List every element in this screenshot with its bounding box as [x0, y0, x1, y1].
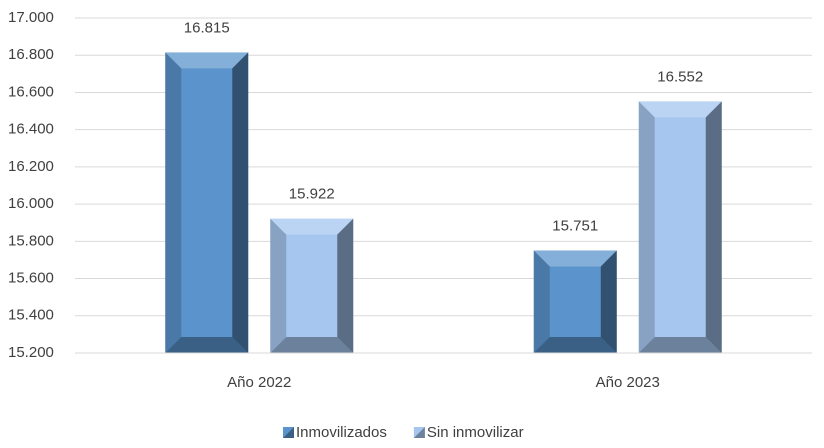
y-tick-label: 15.400 [8, 307, 54, 324]
bar-bevel [337, 218, 354, 353]
y-tick-label: 16.600 [8, 83, 54, 100]
y-tick-label: 15.200 [8, 344, 54, 361]
y-tick-label: 15.600 [8, 270, 54, 287]
legend-swatch [413, 427, 425, 438]
y-tick-label: 16.800 [8, 46, 54, 63]
bar [533, 250, 617, 353]
bar-bevel [270, 218, 354, 235]
legend-swatch [283, 427, 294, 438]
bar-bevel [165, 52, 249, 69]
bar [638, 101, 722, 353]
bar-bevel [600, 250, 617, 353]
value-label: 16.552 [657, 68, 703, 85]
bar-bevel [165, 52, 182, 354]
legend-label: Sin inmovilizar [427, 424, 524, 441]
value-label: 15.922 [289, 186, 335, 203]
bar-bevel [533, 337, 617, 353]
value-label: 16.815 [184, 19, 230, 36]
bar [270, 218, 354, 353]
legend-swatch-shade [283, 427, 294, 438]
y-tick-label: 15.800 [8, 232, 54, 249]
y-tick-label: 16.400 [8, 121, 54, 138]
bar-bevel [638, 101, 722, 118]
x-tick-label: Año 2023 [596, 374, 660, 391]
bar-bevel [165, 337, 249, 353]
bar-bevel [232, 52, 249, 354]
bar-bevel [705, 101, 722, 353]
bar-bevel [638, 101, 655, 353]
y-tick-label: 16.000 [8, 195, 54, 212]
value-label: 15.751 [552, 217, 598, 234]
bar-bevel [533, 250, 550, 353]
legend-swatch-shade [413, 427, 425, 438]
bar [165, 52, 249, 354]
bar-bevel [270, 218, 287, 353]
legend-label: Inmovilizados [296, 424, 387, 441]
bar-bevel [270, 337, 354, 353]
y-tick-label: 16.200 [8, 158, 54, 175]
x-tick-label: Año 2022 [227, 374, 291, 391]
bar-bevel [638, 337, 722, 353]
y-tick-label: 17.000 [8, 9, 54, 26]
bar-bevel [533, 250, 617, 267]
